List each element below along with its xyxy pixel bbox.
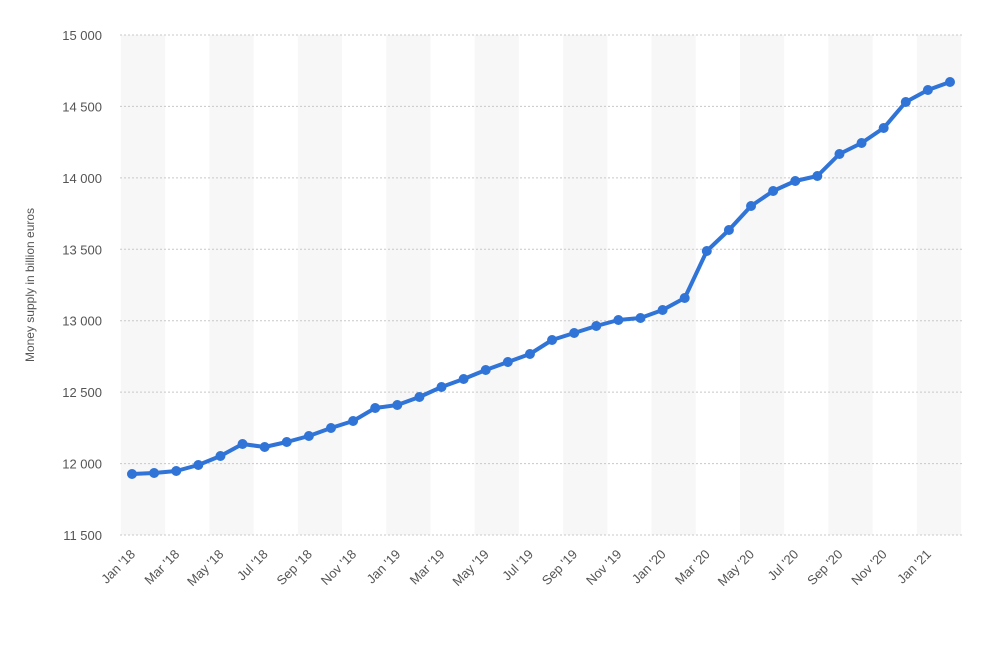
x-tick-label: Sep '18 [273, 547, 314, 588]
point [303, 431, 314, 441]
point [414, 392, 425, 402]
y-tick-label: 13 000 [62, 314, 102, 329]
point [569, 328, 580, 338]
point [635, 313, 646, 323]
y-tick-label: 14 000 [62, 171, 102, 186]
point [348, 416, 359, 426]
y-tick-label: 12 000 [62, 457, 102, 472]
x-tick-label: Nov '19 [583, 547, 624, 588]
x-tick-label: Nov '18 [318, 547, 359, 588]
point [458, 374, 469, 384]
x-tick-label: Jan '20 [629, 547, 669, 587]
x-tick-label: Jan '18 [98, 547, 138, 587]
point [613, 315, 624, 325]
point [679, 293, 690, 303]
bands [120, 35, 962, 535]
point [193, 460, 204, 470]
point [480, 365, 491, 375]
point [878, 123, 889, 133]
y-tick-label: 13 500 [62, 242, 102, 257]
line [131, 80, 951, 476]
x-tick-label: Jul '18 [234, 547, 271, 584]
point [812, 171, 823, 181]
point [790, 176, 801, 186]
band [474, 35, 519, 535]
x-tick-label: Mar '18 [141, 547, 182, 588]
x-tick-label: Jan '19 [363, 547, 403, 587]
x-tick-label: May '19 [449, 547, 492, 590]
point [945, 77, 955, 87]
band [828, 35, 873, 535]
point [502, 357, 513, 367]
point [723, 225, 734, 235]
x-tick-label: May '18 [184, 547, 227, 590]
band [563, 35, 608, 535]
band [739, 35, 785, 535]
point [436, 382, 447, 392]
point [856, 138, 867, 148]
x-tick-label: May '20 [715, 547, 758, 590]
point [215, 451, 226, 461]
band [120, 35, 166, 535]
x-tick-label: Jul '19 [499, 547, 536, 584]
point [768, 186, 779, 196]
point [149, 468, 160, 478]
point [922, 85, 933, 95]
point [524, 349, 535, 359]
y-tick-label: 15 000 [62, 28, 102, 43]
point [591, 321, 602, 331]
x-tick-label: Nov '20 [848, 547, 889, 588]
point [281, 437, 292, 447]
y-axis-label: Money supply in billion euros [23, 208, 37, 362]
x-tick-label: Sep '19 [539, 547, 580, 588]
point [746, 201, 757, 211]
point [547, 335, 558, 345]
y-tick-label: 11 500 [63, 528, 102, 543]
x-tick-label: Jan '21 [894, 547, 934, 587]
y-tick-label: 14 500 [62, 99, 102, 114]
band [209, 35, 254, 535]
point [127, 469, 137, 479]
point [237, 439, 248, 449]
point [325, 423, 336, 433]
x-tick-label: Jul '20 [764, 547, 801, 584]
point [834, 149, 845, 159]
x-tick-label: Mar '20 [672, 547, 713, 588]
point [701, 246, 712, 256]
point [171, 466, 182, 476]
point [370, 403, 381, 413]
point [392, 400, 403, 410]
point [900, 97, 911, 107]
band [297, 35, 343, 535]
point [657, 305, 668, 315]
x-tick-label: Mar '19 [407, 547, 448, 588]
band [386, 35, 431, 535]
band [916, 35, 962, 535]
band [651, 35, 696, 535]
y-tick-label: 12 500 [62, 385, 102, 400]
x-tick-label: Sep '20 [804, 547, 845, 588]
point [259, 442, 270, 452]
